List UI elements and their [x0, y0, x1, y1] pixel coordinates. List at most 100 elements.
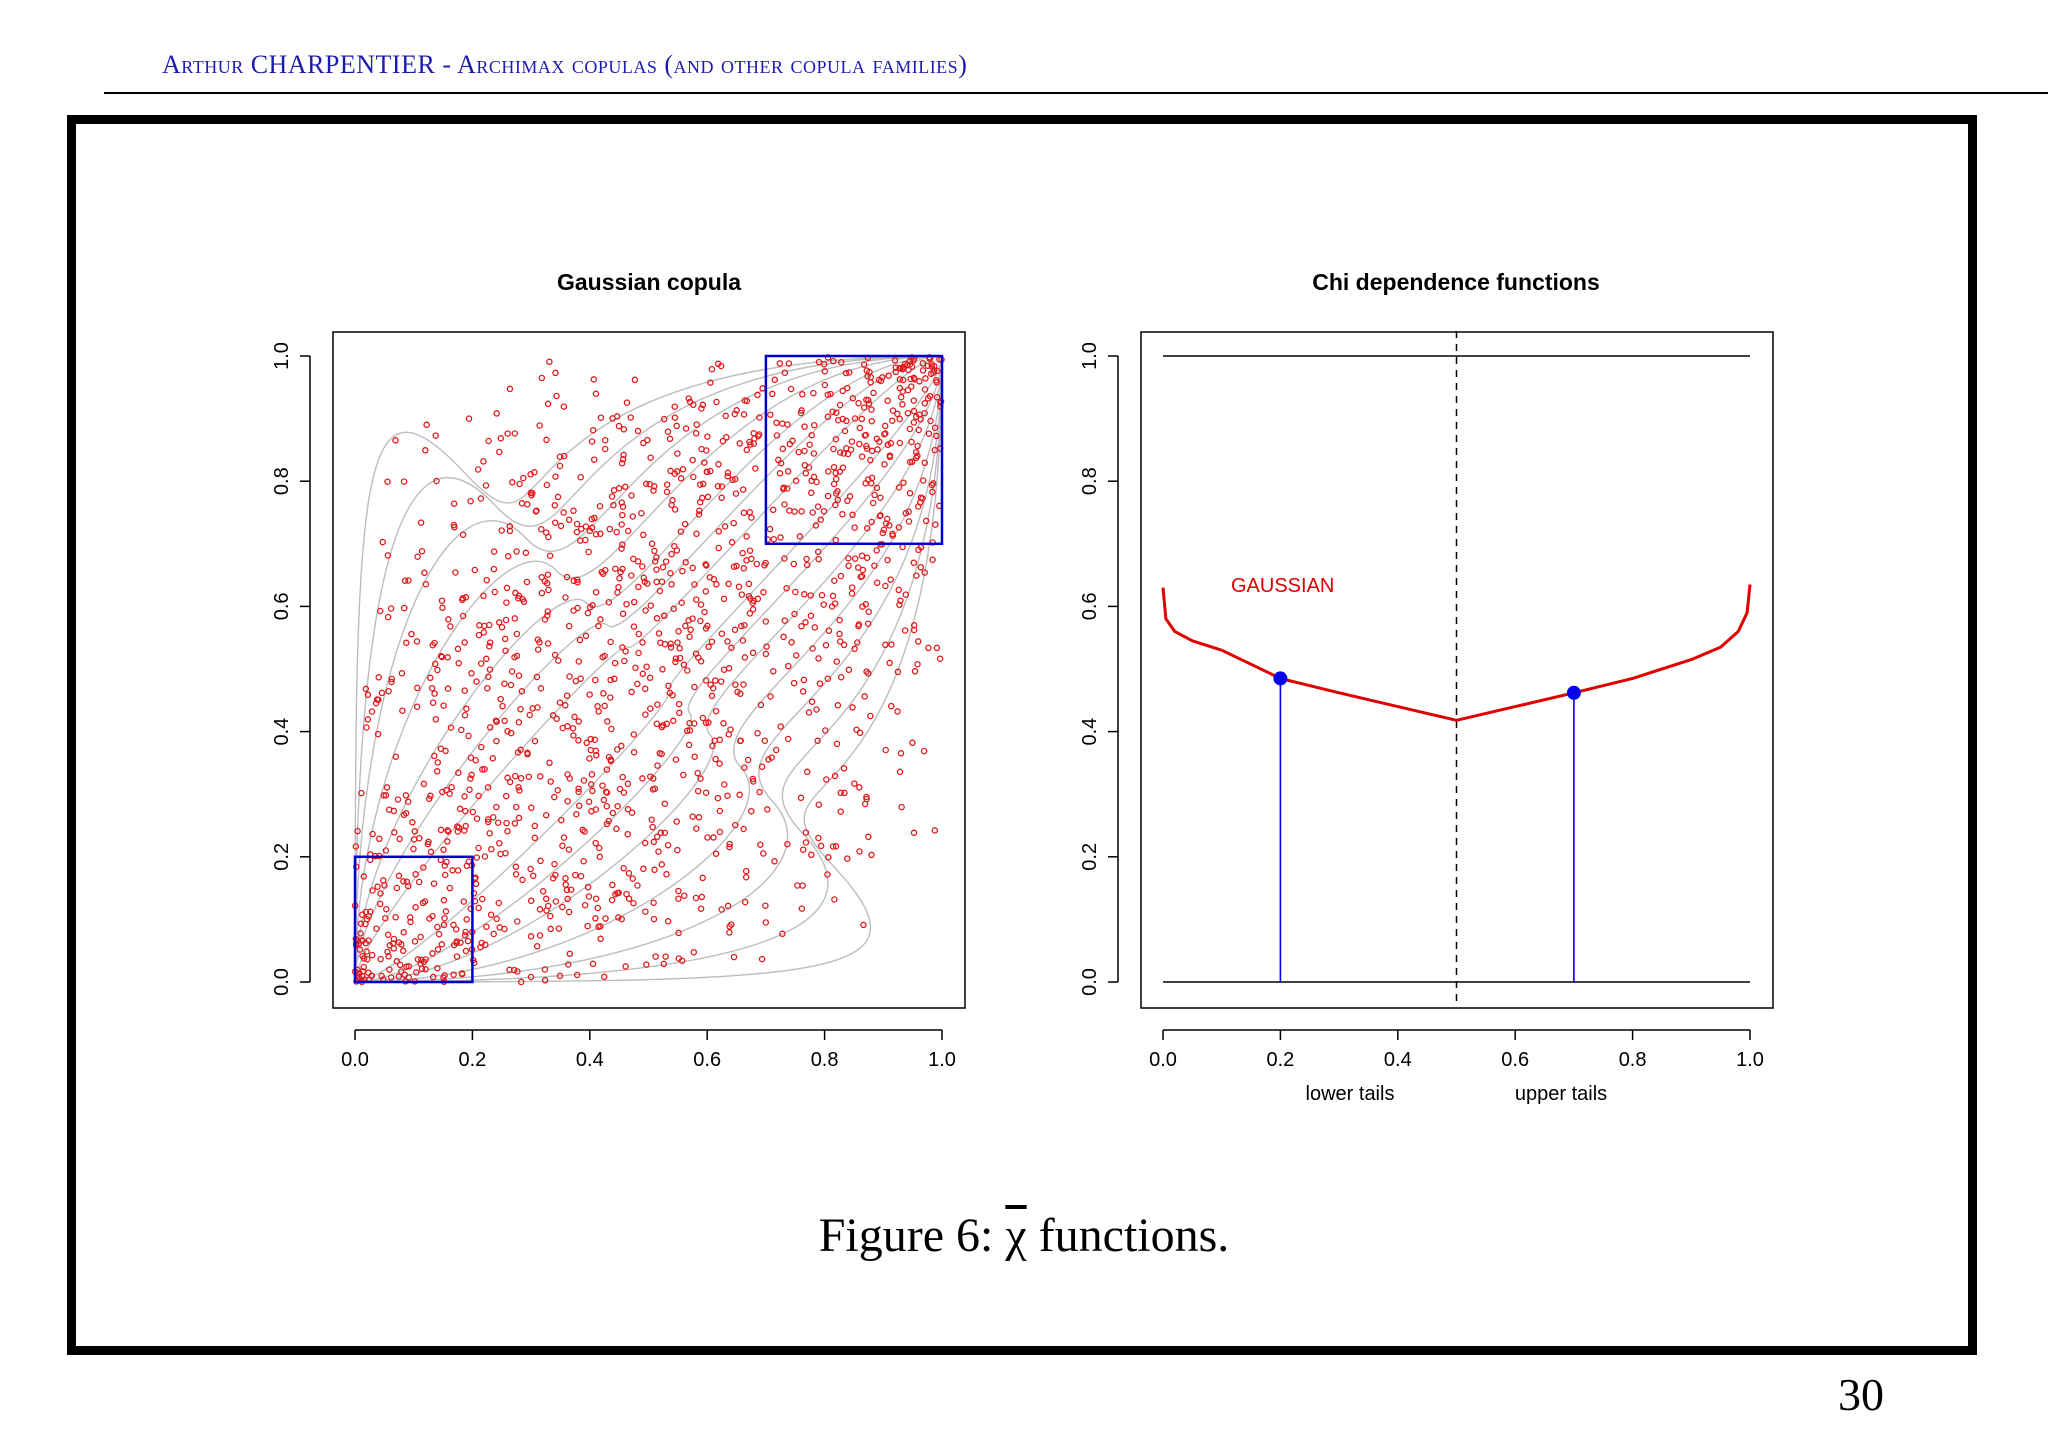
data-point	[616, 785, 624, 793]
data-point	[458, 726, 465, 734]
data-point	[395, 872, 403, 880]
data-point	[611, 675, 618, 683]
data-point	[390, 935, 398, 943]
data-point	[748, 555, 755, 563]
data-point	[855, 622, 862, 630]
data-point	[357, 920, 365, 927]
data-point	[686, 719, 693, 727]
data-point	[614, 802, 621, 810]
data-point	[490, 930, 497, 938]
data-point	[675, 887, 682, 895]
data-point	[911, 376, 918, 383]
data-point	[420, 780, 428, 788]
data-point	[648, 816, 655, 823]
data-point	[515, 672, 523, 679]
data-point	[729, 476, 736, 484]
data-point	[854, 639, 861, 646]
data-point	[377, 607, 384, 615]
data-point	[899, 376, 907, 384]
data-point	[486, 830, 493, 837]
data-point	[570, 507, 577, 515]
data-point	[726, 843, 733, 851]
data-point	[556, 972, 564, 980]
data-point	[779, 930, 786, 938]
data-point	[417, 933, 424, 941]
data-point	[502, 647, 509, 655]
data-point	[741, 898, 749, 906]
data-point	[838, 359, 845, 366]
data-point	[622, 483, 629, 491]
data-point	[728, 539, 736, 546]
data-point	[720, 720, 727, 727]
data-point	[663, 488, 671, 496]
data-point	[773, 419, 780, 427]
data-point	[513, 803, 520, 811]
level-curve	[354, 355, 943, 983]
data-point	[501, 680, 508, 687]
data-point	[736, 440, 743, 447]
data-point	[749, 649, 757, 657]
data-point	[559, 724, 566, 732]
data-point	[894, 410, 901, 418]
data-point	[665, 682, 672, 690]
data-point	[498, 623, 506, 631]
data-point	[471, 566, 479, 574]
data-point	[743, 397, 751, 405]
data-point	[868, 406, 875, 413]
data-point	[675, 955, 683, 962]
data-point	[808, 698, 816, 705]
data-point	[642, 908, 649, 915]
data-point	[664, 841, 672, 849]
data-point	[486, 643, 493, 650]
data-point	[741, 654, 749, 661]
data-point	[849, 704, 856, 711]
data-point	[699, 874, 706, 882]
data-point	[831, 577, 838, 584]
data-point	[718, 630, 726, 637]
data-point	[486, 724, 494, 731]
data-point	[446, 790, 453, 797]
data-point	[895, 524, 903, 531]
data-point	[435, 930, 443, 938]
data-point	[784, 840, 791, 848]
data-point	[916, 499, 924, 506]
data-point	[724, 472, 731, 480]
data-point	[515, 814, 523, 822]
data-point	[707, 467, 714, 475]
data-point	[715, 528, 723, 535]
data-point	[693, 530, 700, 538]
data-point	[434, 964, 441, 972]
data-point	[468, 670, 475, 677]
data-point	[793, 652, 800, 659]
data-point	[817, 842, 825, 850]
data-point	[719, 437, 727, 445]
data-point	[588, 771, 596, 778]
data-point	[383, 905, 390, 913]
chart1-y-tick-label: 0.2	[271, 843, 293, 871]
data-point	[465, 732, 472, 740]
data-point	[863, 445, 871, 452]
data-point	[922, 375, 929, 382]
data-point	[534, 646, 542, 653]
data-point	[820, 508, 828, 515]
data-point	[630, 899, 637, 907]
data-point	[597, 414, 605, 421]
data-point	[901, 627, 909, 634]
data-point	[726, 840, 733, 848]
data-point	[621, 657, 628, 665]
data-point	[513, 548, 520, 555]
data-point	[487, 911, 495, 918]
data-point	[786, 507, 793, 514]
data-point	[869, 499, 877, 507]
data-point	[910, 829, 918, 837]
data-point	[824, 492, 832, 500]
data-point	[832, 475, 840, 483]
data-point	[632, 664, 639, 671]
data-point	[575, 718, 582, 725]
data-point	[692, 894, 700, 902]
data-point	[572, 677, 580, 685]
data-point	[594, 703, 601, 710]
data-point	[871, 562, 878, 569]
data-point	[413, 969, 420, 976]
data-point	[746, 547, 754, 554]
